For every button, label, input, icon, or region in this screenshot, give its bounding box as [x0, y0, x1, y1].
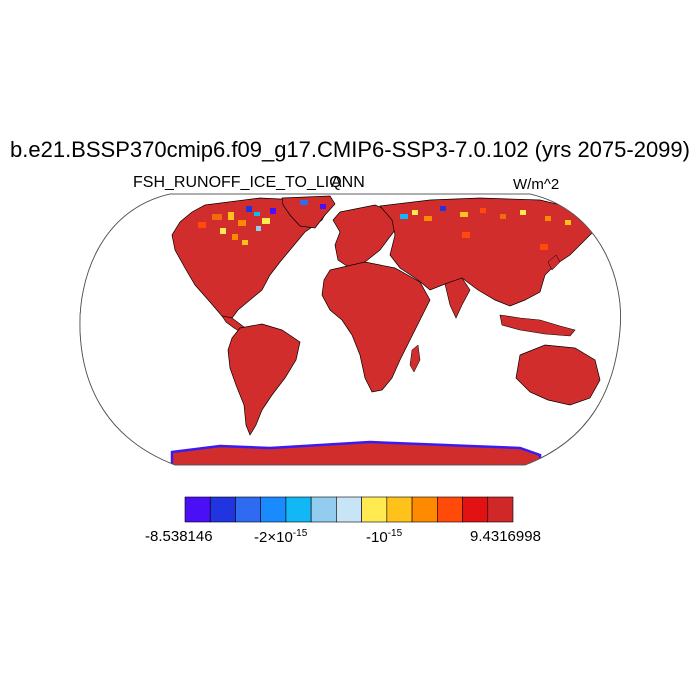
colorbar-swatch [361, 496, 388, 523]
land-layer [170, 195, 615, 465]
colorbar [184, 496, 514, 523]
colorbar-swatch [235, 496, 261, 523]
colorbar-swatch [336, 496, 362, 523]
high-latitude-variability [198, 200, 571, 250]
colorbar-swatch [184, 496, 211, 523]
colorbar-swatch [462, 496, 489, 523]
australia [515, 344, 601, 406]
colorbar-swatch [285, 496, 312, 523]
colorbar-swatch [209, 496, 236, 523]
new-zealand [605, 397, 615, 419]
season-label: ANN [331, 174, 365, 191]
india [444, 277, 471, 319]
colorbar-swatch [411, 496, 438, 523]
colorbar-swatch [310, 496, 337, 523]
colorbar-max-label: 9.4316998 [470, 528, 541, 545]
south-america [227, 323, 301, 436]
colorbar-swatch [260, 496, 287, 523]
colorbar-label-2: -2×10-15 [254, 528, 308, 546]
indonesia [499, 314, 576, 337]
variable-name: FSH_RUNOFF_ICE_TO_LIQ [133, 174, 342, 191]
units-label: W/m^2 [513, 176, 560, 193]
colorbar-swatch [437, 496, 463, 523]
antarctica [170, 440, 542, 465]
figure-title: b.e21.BSSP370cmip6.f09_g17.CMIP6-SSP3-7.… [10, 137, 690, 162]
colorbar-swatch [386, 496, 413, 523]
colorbar-swatch [487, 496, 514, 523]
madagascar [409, 344, 421, 373]
colorbar-label-3: -10-15 [366, 528, 403, 546]
colorbar-min-label: -8.538146 [145, 528, 213, 545]
globe-border [79, 193, 621, 466]
japan [547, 254, 561, 271]
